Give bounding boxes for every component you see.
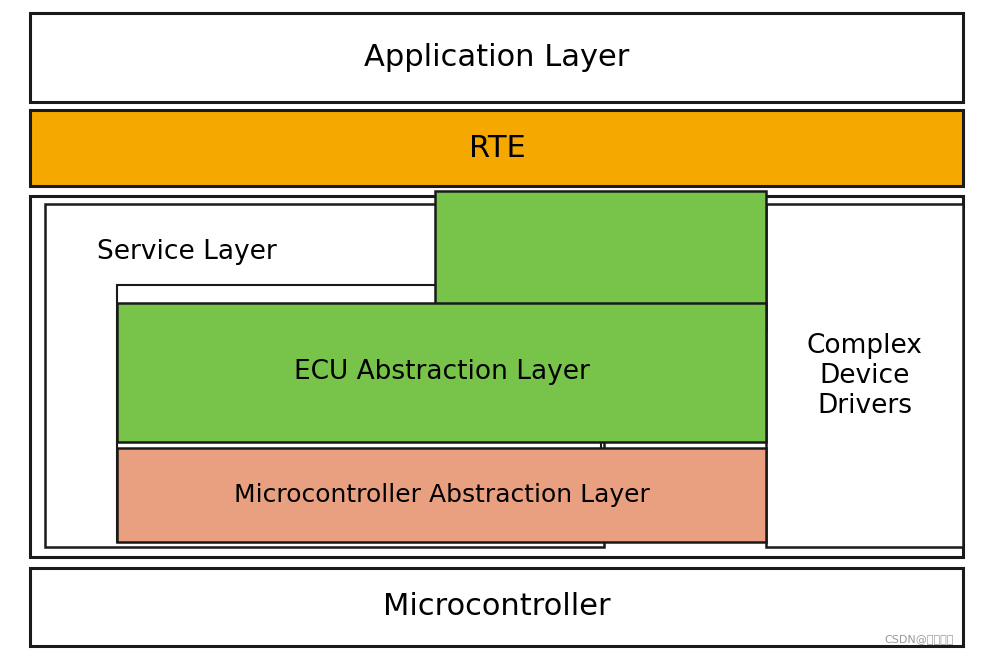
Text: CSDN@桃子成桃: CSDN@桃子成桃 [884,635,953,645]
FancyBboxPatch shape [30,110,963,186]
FancyBboxPatch shape [30,196,963,557]
Text: ECU Abstraction Layer: ECU Abstraction Layer [293,359,590,386]
FancyBboxPatch shape [117,303,766,442]
Text: Microcontroller: Microcontroller [383,592,611,621]
FancyBboxPatch shape [117,285,601,542]
FancyBboxPatch shape [435,191,766,330]
Text: Microcontroller Abstraction Layer: Microcontroller Abstraction Layer [234,483,649,507]
Text: Application Layer: Application Layer [365,43,629,72]
FancyBboxPatch shape [45,204,604,547]
Text: RTE: RTE [468,134,526,163]
FancyBboxPatch shape [30,13,963,102]
Text: Service Layer: Service Layer [97,239,277,265]
Text: Complex
Device
Drivers: Complex Device Drivers [806,333,923,418]
FancyBboxPatch shape [766,204,963,547]
FancyBboxPatch shape [117,448,766,542]
FancyBboxPatch shape [30,568,963,646]
